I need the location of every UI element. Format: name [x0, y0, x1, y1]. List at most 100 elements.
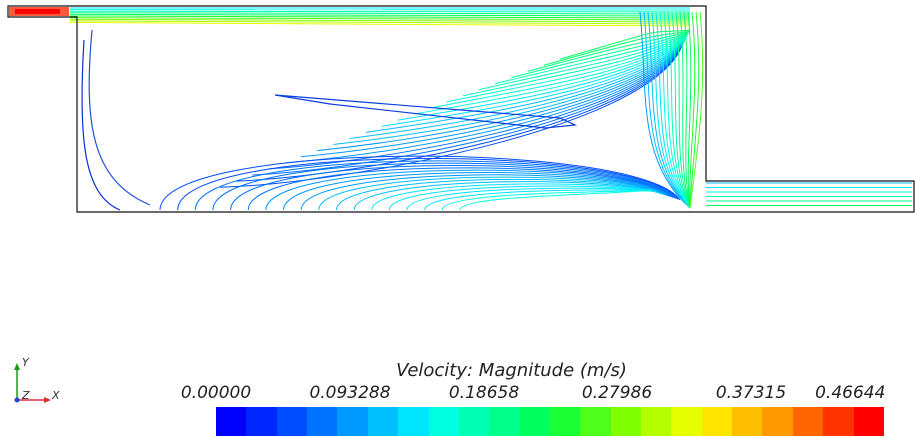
colorbar-swatch [549, 407, 581, 436]
contour-line [639, 11, 691, 209]
colorbar-tick: 0.46644 [815, 383, 886, 403]
contour-line [446, 36, 687, 103]
contour-line [388, 185, 658, 211]
contour-line [317, 43, 684, 152]
contour-line [414, 38, 687, 115]
contour-line [365, 41, 685, 133]
contour-line [69, 17, 691, 21]
colorbar-swatch [398, 407, 429, 436]
colorbar-tick: 0.37315 [715, 383, 787, 403]
contour-line [81, 39, 121, 211]
contour-line [406, 187, 656, 211]
contour-line [651, 11, 691, 209]
contour-line [265, 169, 670, 211]
domain-outline [7, 5, 915, 213]
colorbar-swatch [792, 407, 824, 436]
contour-line [219, 49, 681, 188]
colorbar-swatch [519, 407, 550, 436]
contour-line [194, 160, 677, 211]
colorbar-swatch [762, 407, 793, 436]
contour-line [69, 21, 691, 27]
contour-line [655, 11, 691, 209]
colorbar-swatch [580, 407, 611, 436]
colorbar-swatch [458, 407, 490, 436]
colorbar-tick: 0.27986 [581, 383, 653, 403]
contour-line [679, 11, 691, 209]
colorbar-title: Velocity: Magnitude (m/s) [396, 360, 627, 381]
contour-line [236, 48, 681, 182]
colorbar-swatch [701, 407, 733, 436]
contour-line [689, 11, 696, 209]
colorbar [216, 407, 884, 436]
contour-line [398, 39, 686, 121]
colorbar-swatch [671, 407, 702, 436]
contour-line [424, 189, 654, 211]
contour-line [69, 12, 691, 15]
contour-line [689, 11, 700, 209]
contour-line [667, 11, 691, 209]
axis-z-label: Z [22, 389, 30, 402]
contour-line [671, 11, 691, 209]
colorbar-swatch [367, 407, 399, 436]
colorbar-swatch [823, 407, 854, 436]
contour-line [353, 181, 661, 211]
contour-line [69, 15, 691, 19]
contour-line [252, 47, 682, 176]
contour-line [247, 167, 672, 211]
contour-line [300, 44, 683, 158]
contour-line [69, 10, 691, 13]
contour-line [274, 94, 578, 129]
contour-line [543, 30, 690, 66]
contour-line [663, 11, 691, 209]
contour-line [459, 189, 651, 211]
colorbar-swatch [337, 407, 368, 436]
contour-line [212, 162, 676, 211]
contour-line [659, 11, 691, 209]
contour-line [284, 45, 683, 164]
contour-line [69, 20, 691, 25]
colorbar-swatch [276, 407, 308, 436]
contour-line [675, 11, 691, 209]
contour-line [69, 18, 691, 23]
contour-line [177, 158, 679, 211]
colorbar-tick: 0.18658 [448, 383, 520, 403]
contour-line [335, 178, 663, 211]
axis-x-label: X [52, 389, 60, 402]
contour-line [689, 11, 704, 209]
contour-line [230, 165, 674, 211]
colorbar-swatch [853, 407, 884, 436]
contour-line [495, 33, 689, 85]
velocity-contour-lines [69, 7, 912, 211]
contour-line [88, 29, 151, 206]
contour-line [300, 174, 667, 211]
contour-line [643, 11, 691, 209]
contour-line [283, 171, 668, 211]
contour-line [462, 35, 688, 97]
colorbar-tick: 0.00000 [180, 383, 252, 403]
colorbar-tick: 0.093288 [309, 383, 391, 403]
contour-line [687, 11, 692, 209]
colorbar-swatch [489, 407, 520, 436]
contour-line [69, 13, 691, 17]
contour-line [683, 11, 691, 209]
colorbar-swatch [246, 407, 277, 436]
contour-line [647, 11, 691, 209]
colorbar-swatch [428, 407, 459, 436]
colorbar-swatch [610, 407, 642, 436]
contour-line [559, 29, 691, 60]
orientation-axes [14, 363, 51, 403]
contour-line [349, 42, 685, 139]
contour-line [511, 32, 689, 78]
colorbar-swatch [307, 407, 338, 436]
contour-line [268, 46, 682, 170]
axis-y-label: Y [22, 356, 29, 369]
colorbar-swatch [216, 407, 247, 436]
contour-line [371, 183, 659, 211]
contour-line [318, 176, 665, 211]
contour-line [333, 43, 684, 146]
contour-line [159, 155, 681, 211]
colorbar-swatch [641, 407, 672, 436]
colorbar-swatch [732, 407, 763, 436]
inlet-jet-core [15, 9, 60, 14]
